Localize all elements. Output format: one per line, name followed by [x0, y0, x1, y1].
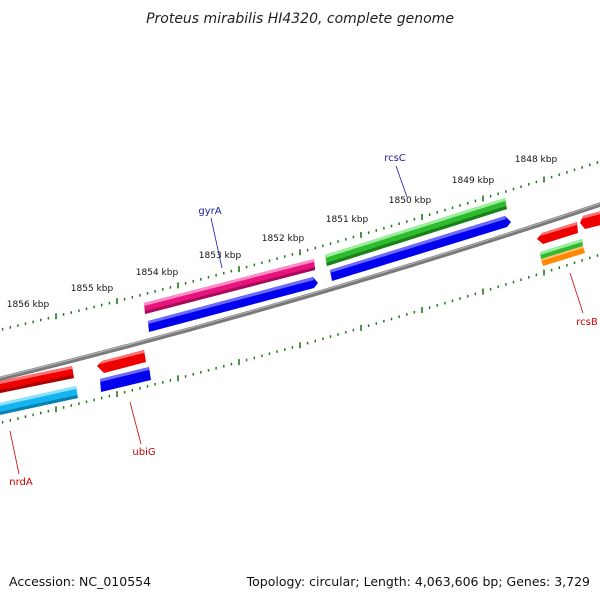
kbp-label-1851: 1851 kbp [326, 215, 369, 225]
gene-features [0, 198, 600, 416]
gene-red-bar-right-2[interactable] [580, 210, 600, 229]
gene-labels: gyrA rcsC ubiG nrdA rcsB [9, 153, 598, 488]
gene-label-rcsC[interactable]: rcsC [384, 153, 406, 164]
gene-gyrA-bar[interactable] [144, 259, 315, 314]
genome-summary-text: Topology: circular; Length: 4,063,606 bp… [246, 574, 590, 589]
leader-gyrA [210, 217, 223, 269]
gene-ubiG-blue-bar[interactable] [100, 367, 151, 392]
map-title: Proteus mirabilis HI4320, complete genom… [146, 11, 454, 27]
gene-label-ubiG[interactable]: ubiG [132, 447, 155, 458]
kbp-label-1850: 1850 kbp [389, 196, 432, 206]
gene-nrdA-cyan-bar[interactable] [0, 386, 78, 416]
leader-rcsB [569, 272, 584, 314]
leader-nrdA [9, 430, 20, 475]
kbp-tick-track-outer [1, 161, 599, 331]
accession-text: Accession: NC_010554 [9, 574, 151, 589]
gene-rcsB-green-bar[interactable] [540, 239, 583, 260]
backbone-line [0, 202, 600, 382]
kbp-label-1852: 1852 kbp [262, 234, 305, 244]
kbp-tick-track-inner [1, 254, 599, 424]
gene-label-rcsB[interactable]: rcsB [576, 317, 598, 328]
kbp-label-1855: 1855 kbp [71, 284, 114, 294]
gene-blue-bar-2[interactable] [330, 216, 511, 281]
genome-backbone [0, 202, 600, 382]
backbone-highlight [0, 202, 600, 379]
gene-rcsC-bar[interactable] [325, 198, 507, 266]
kbp-label-1849: 1849 kbp [452, 176, 495, 186]
leader-ubiG [129, 401, 142, 445]
kbp-labels: 1856 kbp 1855 kbp 1854 kbp 1853 kbp 1852… [7, 155, 558, 310]
gene-blue-bar-1[interactable] [148, 277, 318, 332]
gene-label-gyrA[interactable]: gyrA [198, 206, 221, 217]
gene-red-bar-right-1[interactable] [537, 222, 578, 244]
kbp-label-1854: 1854 kbp [136, 268, 179, 278]
gene-nrdA-red-bar[interactable] [0, 366, 74, 394]
kbp-label-1848: 1848 kbp [515, 155, 558, 165]
gene-label-nrdA[interactable]: nrdA [9, 477, 33, 488]
gene-rcsB-orange-bar[interactable] [541, 246, 585, 266]
gene-leader-lines [9, 165, 584, 475]
kbp-label-1856: 1856 kbp [7, 300, 50, 310]
leader-rcsC [395, 165, 408, 198]
kbp-label-1853: 1853 kbp [199, 251, 242, 261]
gene-red-bar-small[interactable] [97, 350, 146, 373]
